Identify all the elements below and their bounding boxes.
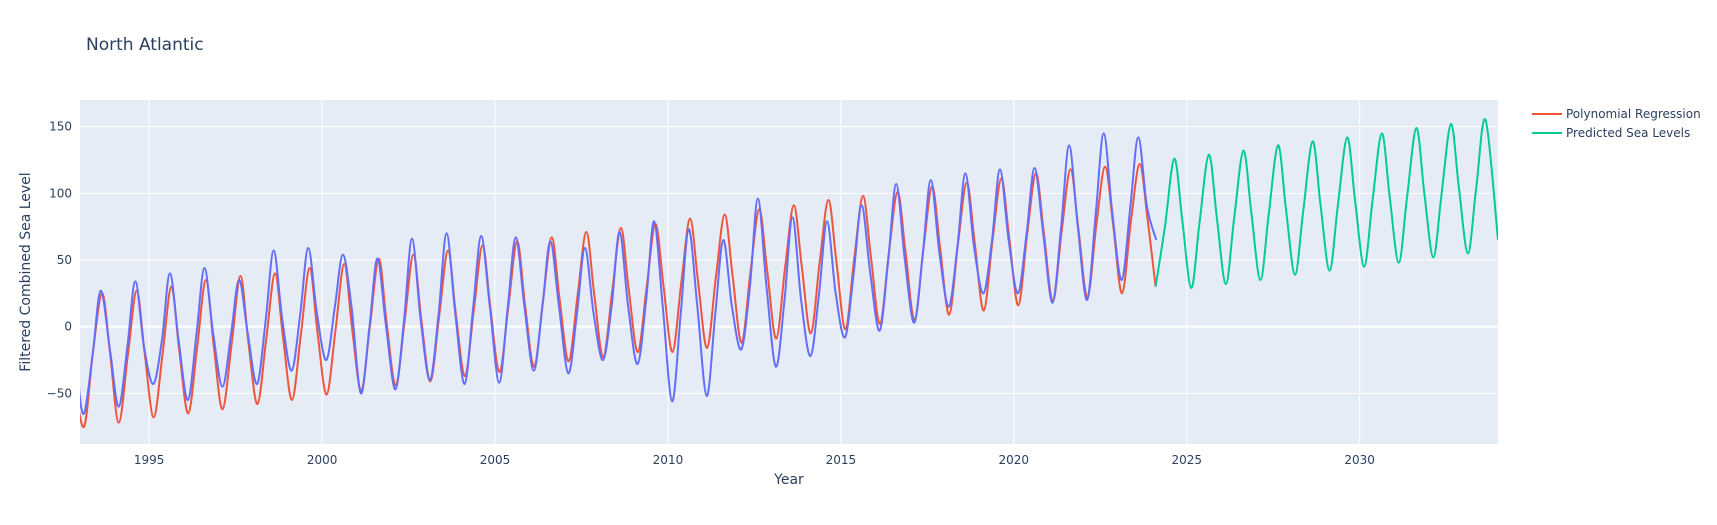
grid-lines [80,100,1498,444]
x-axis-ticks: 1995 2000 2005 2010 2015 2020 2025 2030 [134,453,1375,467]
y-tick-label: 50 [57,253,72,267]
y-axis-ticks: −50 0 50 100 150 [47,120,72,401]
series-lines [80,118,1498,428]
x-tick-label: 2010 [653,453,684,467]
legend-label: Polynomial Regression [1566,107,1701,121]
x-tick-label: 2020 [999,453,1030,467]
y-tick-label: −50 [47,386,72,400]
y-axis-title: Filtered Combined Sea Level [18,172,34,371]
y-tick-label: 150 [49,120,72,134]
legend-label: Predicted Sea Levels [1566,126,1690,140]
plot-area [80,100,1498,444]
y-tick-label: 100 [49,186,72,200]
x-axis-title: Year [773,472,804,488]
x-tick-label: 2025 [1171,453,1202,467]
legend: Polynomial Regression Predicted Sea Level… [1532,107,1701,140]
x-tick-label: 2015 [826,453,857,467]
x-tick-label: 2000 [307,453,338,467]
x-tick-label: 2005 [480,453,511,467]
observed-line [80,132,1158,415]
x-tick-label: 1995 [134,453,165,467]
chart-title: North Atlantic [86,35,204,55]
y-tick-label: 0 [64,320,72,334]
predicted-line [1154,118,1498,290]
x-tick-label: 2030 [1344,453,1375,467]
